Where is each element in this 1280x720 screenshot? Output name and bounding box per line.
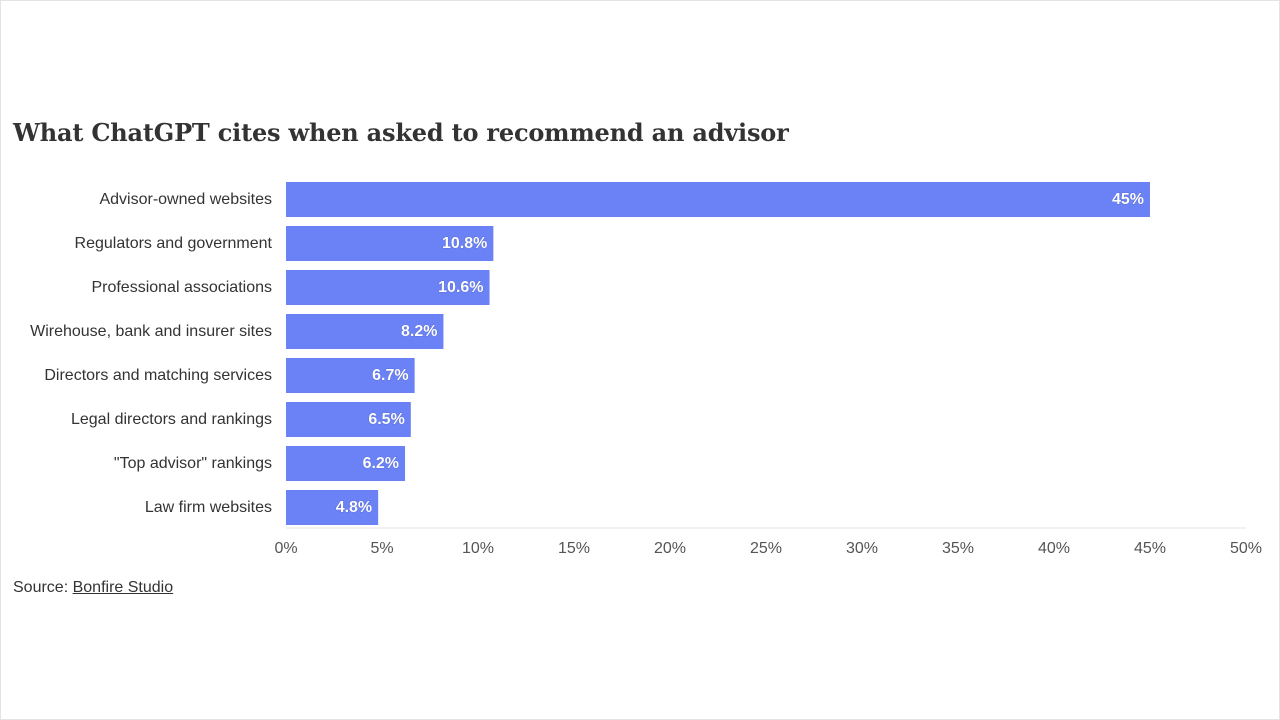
- data-label: 10.6%: [438, 279, 483, 296]
- x-tick-label: 50%: [1230, 540, 1262, 557]
- bar: [286, 358, 415, 393]
- category-label: Directors and matching services: [44, 367, 272, 384]
- source-label: Source:: [13, 579, 69, 596]
- category-label: Legal directors and rankings: [71, 411, 272, 428]
- x-tick-label: 10%: [462, 540, 494, 557]
- x-tick-label: 30%: [846, 540, 878, 557]
- bar: [286, 270, 490, 305]
- chart-title: What ChatGPT cites when asked to recomme…: [13, 118, 789, 147]
- x-tick-label: 0%: [274, 540, 297, 557]
- category-label: Advisor-owned websites: [99, 191, 272, 208]
- category-label: Professional associations: [91, 279, 272, 296]
- data-label: 10.8%: [442, 235, 487, 252]
- data-label: 45%: [1112, 191, 1144, 208]
- data-label: 6.7%: [372, 367, 408, 384]
- x-tick-label: 40%: [1038, 540, 1070, 557]
- source-line: Source: Bonfire Studio: [13, 579, 173, 597]
- bar: [286, 226, 494, 261]
- data-label: 6.5%: [368, 411, 404, 428]
- x-tick-label: 5%: [370, 540, 393, 557]
- category-label: Law firm websites: [145, 499, 272, 516]
- data-label: 8.2%: [401, 323, 437, 340]
- source-link[interactable]: Bonfire Studio: [72, 579, 174, 596]
- bar: [286, 490, 379, 525]
- x-tick-label: 25%: [750, 540, 782, 557]
- category-label: "Top advisor" rankings: [114, 455, 272, 472]
- data-label: 6.2%: [363, 455, 399, 472]
- bar: [286, 182, 1150, 217]
- category-label: Wirehouse, bank and insurer sites: [30, 323, 272, 340]
- x-tick-label: 15%: [558, 540, 590, 557]
- bar: [286, 314, 444, 349]
- x-tick-label: 45%: [1134, 540, 1166, 557]
- data-label: 4.8%: [336, 499, 372, 516]
- x-tick-label: 20%: [654, 540, 686, 557]
- bar: [286, 446, 406, 481]
- x-tick-label: 35%: [942, 540, 974, 557]
- category-label: Regulators and government: [75, 235, 273, 252]
- bar: [286, 402, 411, 437]
